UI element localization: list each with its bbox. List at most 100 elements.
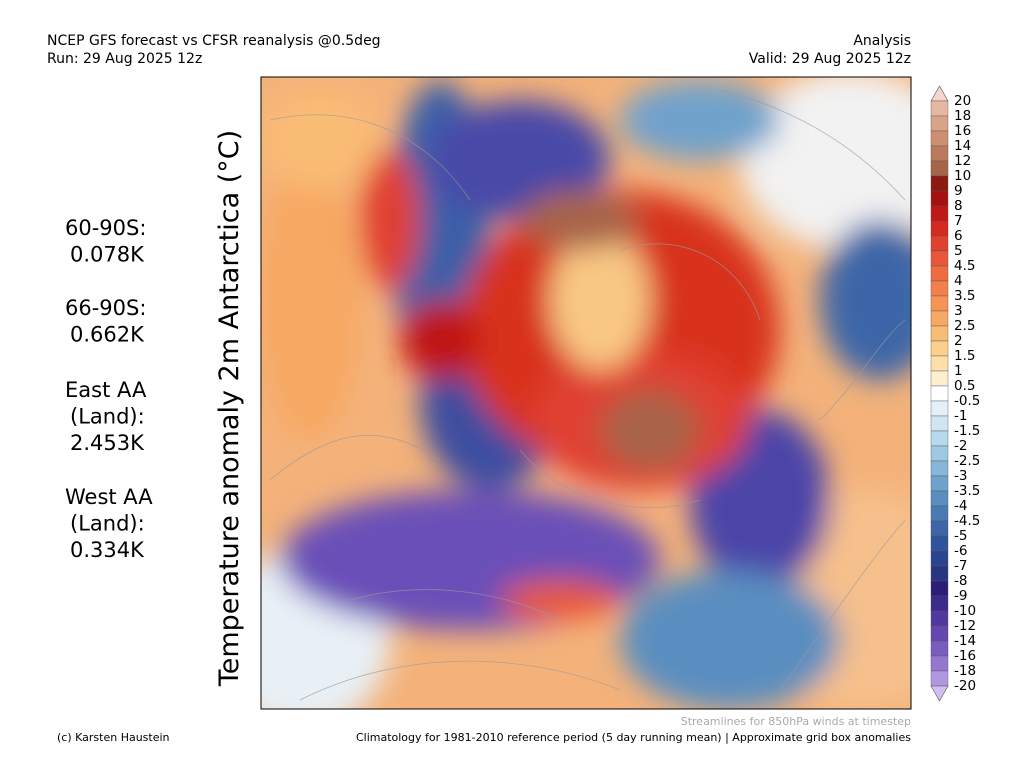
colorbar-label: -6 — [954, 543, 967, 559]
colorbar-label: 18 — [954, 108, 971, 124]
colorbar-label: 1 — [954, 363, 963, 379]
colorbar-segment — [930, 490, 949, 507]
colorbar-segment — [930, 265, 949, 282]
map-frame — [260, 76, 912, 710]
colorbar-label: 9 — [954, 183, 963, 199]
colorbar-segment — [930, 430, 949, 447]
colorbar-segment — [930, 175, 949, 192]
colorbar-label: 20 — [954, 93, 971, 109]
map — [261, 77, 911, 709]
colorbar-label: -18 — [954, 663, 976, 679]
colorbar-segment — [930, 535, 949, 552]
colorbar-segment — [930, 400, 949, 417]
header-line: Valid: 29 Aug 2025 12z — [749, 51, 911, 67]
header-line: Run: 29 Aug 2025 12z — [47, 51, 202, 67]
colorbar-label: 12 — [954, 153, 971, 169]
colorbar-segment — [930, 565, 949, 582]
colorbar-label: 3.5 — [954, 288, 975, 304]
stat-text: (Land): — [70, 512, 145, 536]
colorbar-label: 8 — [954, 198, 963, 214]
colorbar-cap — [930, 685, 949, 702]
colorbar-label: 10 — [954, 168, 971, 184]
colorbar-segment — [930, 295, 949, 312]
stat-text: 0.662K — [70, 323, 145, 347]
colorbar-segment — [930, 415, 949, 432]
colorbar-segment — [930, 145, 949, 162]
colorbar-segment — [930, 370, 949, 387]
stat-text: 0.078K — [70, 243, 145, 267]
stat-text: 2.453K — [70, 431, 145, 455]
colorbar-segment — [930, 235, 949, 252]
colorbar-segment — [930, 670, 949, 687]
colorbar-label: 2.5 — [954, 318, 975, 334]
colorbar-cap — [930, 85, 949, 102]
header-line: Analysis — [853, 33, 911, 49]
colorbar-label: 1.5 — [954, 348, 975, 364]
colorbar-label: 5 — [954, 243, 963, 259]
colorbar-segment — [930, 595, 949, 612]
colorbar-label: -2 — [954, 438, 967, 454]
colorbar-segment — [930, 355, 949, 372]
colorbar-segment — [930, 475, 949, 492]
colorbar-label: 16 — [954, 123, 971, 139]
colorbar-segment — [930, 550, 949, 567]
colorbar-segment — [930, 220, 949, 237]
stat-text: East AA — [65, 378, 147, 402]
colorbar-segment — [930, 640, 949, 657]
colorbar-label: -10 — [954, 603, 976, 619]
colorbar-segment — [930, 115, 949, 132]
colorbar-label: 6 — [954, 228, 963, 244]
colorbar-label: -1 — [954, 408, 967, 424]
colorbar: 201816141210987654.543.532.521.510.5-0.5… — [930, 85, 980, 702]
axis-title: Temperature anomaly 2m Antarctica (°C) — [214, 130, 245, 687]
colorbar-segment — [930, 340, 949, 357]
colorbar-segment — [930, 505, 949, 522]
colorbar-label: 14 — [954, 138, 971, 154]
colorbar-segment — [930, 325, 949, 342]
colorbar-label: -1.5 — [954, 423, 980, 439]
stat-text: 66-90S: — [65, 296, 146, 320]
colorbar-segment — [930, 625, 949, 642]
stat-text: (Land): — [70, 405, 145, 429]
stat-text: West AA — [65, 485, 153, 509]
colorbar-label: -5 — [954, 528, 967, 544]
footer-credit: (c) Karsten Haustein — [57, 731, 170, 744]
colorbar-label: -20 — [954, 678, 976, 694]
colorbar-segment — [930, 460, 949, 477]
colorbar-label: 2 — [954, 333, 963, 349]
colorbar-label: -4 — [954, 498, 967, 514]
colorbar-label: -14 — [954, 633, 976, 649]
colorbar-segment — [930, 385, 949, 402]
colorbar-label: 3 — [954, 303, 963, 319]
colorbar-label: -3 — [954, 468, 967, 484]
colorbar-segment — [930, 130, 949, 147]
colorbar-segment — [930, 190, 949, 207]
colorbar-segment — [930, 520, 949, 537]
colorbar-label: -0.5 — [954, 393, 980, 409]
colorbar-segment — [930, 160, 949, 177]
colorbar-label: 7 — [954, 213, 963, 229]
colorbar-label: -16 — [954, 648, 976, 664]
header-line: NCEP GFS forecast vs CFSR reanalysis @0.… — [47, 33, 381, 49]
colorbar-segment — [930, 655, 949, 672]
colorbar-segment — [930, 610, 949, 627]
colorbar-segment — [930, 310, 949, 327]
colorbar-label: 0.5 — [954, 378, 975, 394]
footer-note: Climatology for 1981-2010 reference peri… — [356, 731, 911, 744]
colorbar-label: 4 — [954, 273, 963, 289]
colorbar-segment — [930, 205, 949, 222]
stat-text: 0.334K — [70, 538, 145, 562]
colorbar-label: -3.5 — [954, 483, 980, 499]
colorbar-label: -8 — [954, 573, 967, 589]
stat-text: 60-90S: — [65, 216, 146, 240]
colorbar-segment — [930, 445, 949, 462]
footer-note: Streamlines for 850hPa winds at timestep — [681, 715, 911, 728]
colorbar-label: 4.5 — [954, 258, 975, 274]
colorbar-segment — [930, 250, 949, 267]
colorbar-label: -2.5 — [954, 453, 980, 469]
colorbar-segment — [930, 100, 949, 117]
colorbar-label: -4.5 — [954, 513, 980, 529]
colorbar-label: -9 — [954, 588, 967, 604]
colorbar-label: -12 — [954, 618, 976, 634]
